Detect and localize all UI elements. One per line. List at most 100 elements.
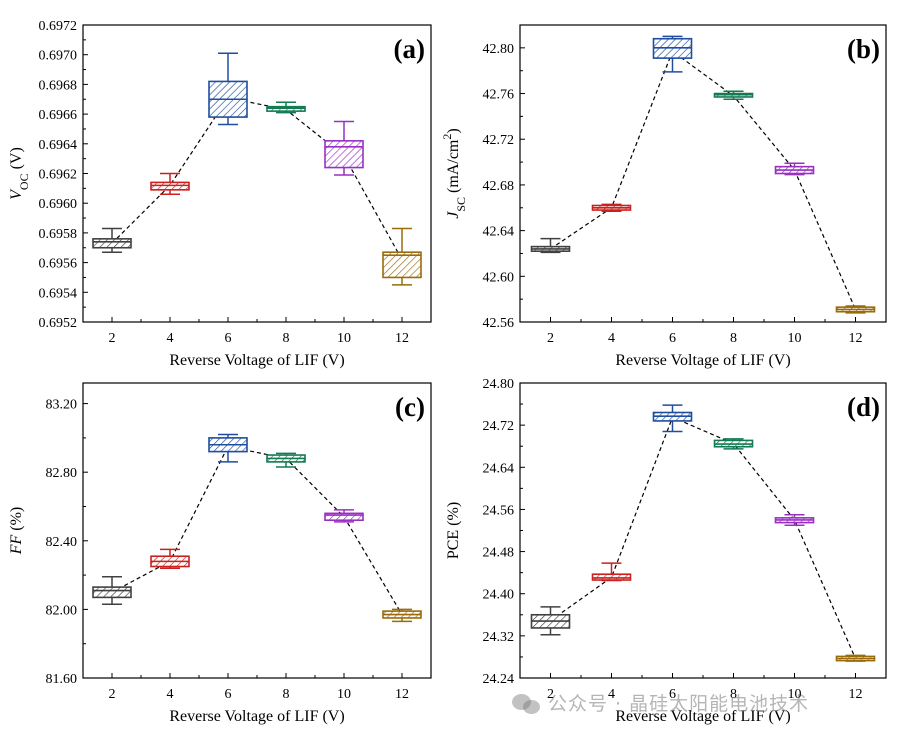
y-tick-label: 82.80: [46, 466, 78, 481]
box-10V: [324, 509, 364, 523]
x-tick-label: 6: [225, 331, 232, 346]
box-8V: [713, 438, 754, 450]
x-axis-label: Reverse Voltage of LIF (V): [169, 352, 344, 369]
mean-trend-line: [111, 97, 403, 260]
y-tick-label: 0.6970: [39, 49, 78, 64]
y-axis-label-main: FF: [8, 534, 25, 555]
box-12V: [382, 608, 422, 623]
box-iqr: [382, 251, 422, 279]
y-tick-label: 42.56: [483, 316, 515, 331]
y-axis-label: PCE (%): [445, 502, 462, 559]
mean-trend-line: [111, 445, 403, 615]
y-tick-label: 0.6960: [39, 197, 78, 212]
panel-b-frame: [519, 24, 887, 323]
x-tick-label: 8: [283, 687, 290, 702]
x-tick-label: 2: [547, 331, 554, 346]
y-axis-label: JSC (mA/cm2): [440, 128, 468, 218]
x-tick-label: 12: [849, 331, 863, 346]
y-tick-label: 42.72: [483, 133, 515, 148]
x-axis-label: Reverse Voltage of LIF (V): [615, 352, 790, 369]
y-axis-label-sub: SC: [454, 197, 468, 212]
y-axis-label-end: ): [445, 128, 462, 133]
box-10V: [324, 120, 364, 176]
box-10V: [774, 162, 815, 176]
box-6V: [208, 433, 248, 463]
x-tick-label: 2: [547, 687, 554, 702]
panel-c-frame: [82, 382, 432, 679]
y-tick-label: 42.80: [483, 42, 515, 57]
x-tick-label: 12: [395, 331, 409, 346]
x-tick-label: 10: [337, 331, 351, 346]
y-axis-label-unit: (V): [8, 147, 25, 173]
x-tick-label: 10: [788, 687, 802, 702]
y-tick-label: 0.6966: [39, 108, 78, 123]
x-tick-label: 2: [109, 687, 116, 702]
box-4V: [150, 172, 190, 196]
y-tick-label: 0.6972: [39, 19, 78, 34]
box-4V: [591, 203, 632, 212]
y-axis-label-sup: 2: [440, 134, 454, 140]
x-tick-label: 10: [788, 331, 802, 346]
box-iqr: [92, 586, 132, 599]
mean-trend-line: [550, 50, 857, 310]
panel-label: (c): [395, 392, 425, 422]
box-8V: [713, 90, 754, 100]
x-tick-label: 4: [608, 687, 615, 702]
y-axis-label-main: V: [8, 188, 25, 200]
y-tick-label: 0.6956: [39, 257, 78, 272]
y-tick-label: 24.32: [483, 630, 515, 645]
y-axis-label-unit: (%): [445, 502, 462, 530]
x-tick-label: 6: [669, 687, 676, 702]
y-tick-label: 24.40: [483, 588, 515, 603]
mean-trend-line: [550, 416, 857, 659]
x-axis-label: Reverse Voltage of LIF (V): [169, 708, 344, 725]
box-4V: [150, 548, 190, 569]
y-tick-label: 24.24: [483, 672, 515, 687]
x-axis-label: Reverse Voltage of LIF (V): [615, 708, 790, 725]
x-tick-label: 12: [395, 687, 409, 702]
y-tick-label: 0.6964: [39, 138, 78, 153]
box-iqr: [324, 140, 364, 169]
box-iqr: [324, 512, 364, 522]
box-10V: [774, 513, 815, 526]
x-tick-label: 2: [109, 331, 116, 346]
box-2V: [530, 237, 571, 254]
box-8V: [266, 101, 306, 114]
x-tick-label: 8: [730, 687, 737, 702]
y-tick-label: 24.72: [483, 419, 515, 434]
y-axis-label-main: PCE: [445, 530, 462, 559]
y-axis-label: VOC (V): [8, 147, 31, 200]
box-6V: [652, 35, 693, 73]
y-tick-label: 42.68: [483, 179, 515, 194]
y-tick-label: 42.64: [483, 225, 515, 240]
panel-label: (b): [847, 34, 880, 64]
y-tick-label: 83.20: [46, 398, 78, 413]
y-tick-label: 24.56: [483, 503, 515, 518]
y-tick-label: 0.6952: [39, 316, 78, 331]
x-tick-label: 6: [669, 331, 676, 346]
box-6V: [652, 404, 693, 433]
y-tick-label: 24.64: [483, 461, 515, 476]
y-tick-label: 82.40: [46, 535, 78, 550]
box-12V: [382, 227, 422, 286]
x-tick-label: 4: [167, 331, 174, 346]
panel-a: 0.6952 0.6954 0.6956 0.6958 0.6960 0.6962 0.69…: [8, 19, 432, 369]
box-2V: [92, 576, 132, 605]
box-8V: [266, 452, 306, 468]
panel-c: 81.60 82.00 82.40 82.80 83.20 2 4 6 8 10 12 Reverse…: [8, 382, 432, 725]
x-tick-label: 10: [337, 687, 351, 702]
x-tick-label: 12: [849, 687, 863, 702]
box-6V: [208, 52, 248, 126]
box-12V: [835, 654, 876, 662]
y-tick-label: 24.48: [483, 546, 515, 561]
box-2V: [92, 227, 132, 253]
y-tick-label: 42.60: [483, 270, 515, 285]
panel-b: 42.56 42.60 42.64 42.68 42.72 42.76 42.80 2 4 6 8 1…: [440, 24, 887, 369]
box-12V: [835, 305, 876, 314]
y-tick-label: 0.6958: [39, 227, 78, 242]
box-4V: [591, 562, 632, 582]
y-axis-label-unit: (mA/cm: [445, 139, 462, 197]
y-tick-label: 81.60: [46, 672, 78, 687]
box-iqr: [92, 238, 132, 249]
